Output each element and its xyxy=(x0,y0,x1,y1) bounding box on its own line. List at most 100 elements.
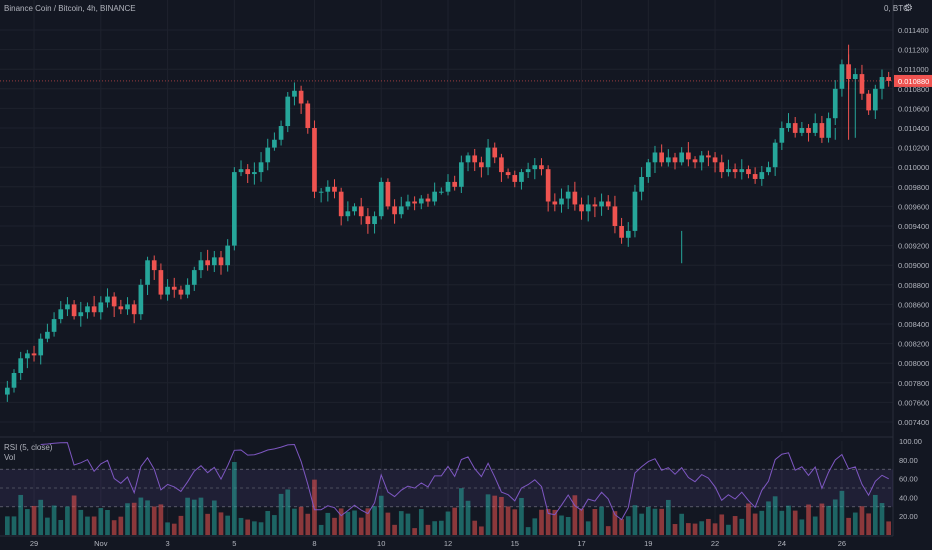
candle-body xyxy=(652,152,658,163)
candle-body xyxy=(38,338,44,356)
price-tick-label: 0.010200 xyxy=(898,144,929,153)
candle-body xyxy=(539,165,544,170)
candle-body xyxy=(418,198,424,204)
rsi-tick-label: 60.00 xyxy=(899,475,918,484)
rsi-line xyxy=(40,442,889,521)
price-tick-label: 0.011200 xyxy=(898,46,929,55)
volume-bar xyxy=(732,516,738,535)
time-tick-label: 29 xyxy=(30,539,38,548)
candle-body xyxy=(398,206,404,215)
candle-body xyxy=(258,162,264,173)
volume-bar xyxy=(45,517,50,535)
candle-body xyxy=(832,88,838,119)
volume-bar xyxy=(692,523,698,535)
candle-body xyxy=(325,186,331,192)
volume-bar xyxy=(198,497,204,535)
volume-bar xyxy=(25,509,30,535)
candle-body xyxy=(712,157,718,163)
candle-body xyxy=(292,90,297,97)
candle-body xyxy=(218,257,224,266)
rsi-band xyxy=(0,468,893,508)
price-tick-label: 0.010000 xyxy=(898,163,929,172)
price-tick-label: 0.007400 xyxy=(898,418,929,427)
candle-body xyxy=(612,206,618,226)
price-tick-label: 0.011000 xyxy=(898,65,929,74)
candle-body xyxy=(459,162,464,187)
candle-body xyxy=(71,304,77,317)
price-tick-label: 0.007600 xyxy=(898,398,929,407)
candle-body xyxy=(752,174,758,179)
candle-body xyxy=(732,169,738,173)
volume-bar xyxy=(712,523,718,535)
time-tick-label: 12 xyxy=(444,539,452,548)
candle-body xyxy=(205,260,210,266)
candle-body xyxy=(806,128,811,133)
time-tick-label: 5 xyxy=(232,539,236,548)
volume-bar xyxy=(672,524,678,535)
volume-bar xyxy=(505,506,511,535)
volume-bar xyxy=(85,516,90,535)
candle-body xyxy=(392,206,397,215)
candle-body xyxy=(505,172,511,176)
rsi-line-path xyxy=(40,442,889,521)
price-tick-label: 0.008200 xyxy=(898,340,929,349)
volume-bar xyxy=(31,505,37,535)
candle-body xyxy=(225,245,231,266)
volume-bar xyxy=(205,513,210,535)
volume-bar xyxy=(211,500,217,535)
volume-bar xyxy=(792,510,798,535)
volume-bar xyxy=(65,506,70,535)
volume-bar xyxy=(632,505,638,535)
volume-bar xyxy=(806,504,811,535)
volume-bar xyxy=(585,521,591,535)
volume-bar xyxy=(706,518,711,535)
price-axis: 0.011400 0.011200 0.011000 0.010800 0.010600… xyxy=(898,26,929,427)
volume-bar xyxy=(832,499,838,535)
volume-bar xyxy=(545,508,551,535)
candle-body xyxy=(826,118,831,138)
volume-bar xyxy=(579,508,584,535)
candle-body xyxy=(719,162,725,173)
candle-body xyxy=(78,312,84,317)
volume-bar xyxy=(385,512,391,535)
candle-body xyxy=(252,172,257,175)
volume-bar xyxy=(18,494,24,535)
candle-body xyxy=(332,186,337,192)
volume-bar xyxy=(125,503,130,535)
candle-body xyxy=(766,167,771,173)
time-tick-label: 24 xyxy=(778,539,786,548)
candle-body xyxy=(759,172,765,179)
candle-body xyxy=(191,270,197,285)
candle-body xyxy=(746,169,751,175)
settings-gear-icon[interactable]: ⚙ xyxy=(904,3,913,14)
volume-bar xyxy=(418,509,424,535)
candle-body xyxy=(232,172,237,246)
candle-body xyxy=(365,216,371,225)
volume-bar xyxy=(779,510,785,535)
volume-bar xyxy=(872,494,878,535)
volume-bar xyxy=(305,513,311,535)
candle-body xyxy=(105,296,110,303)
volume-bar xyxy=(665,499,671,535)
candle-body xyxy=(552,201,558,205)
volume-bar xyxy=(485,494,491,535)
candle-body xyxy=(572,191,578,205)
volume-bar xyxy=(846,517,851,535)
candle-body xyxy=(372,216,377,225)
candle-body xyxy=(412,201,417,204)
volume-bar xyxy=(345,511,351,535)
price-tick-label: 0.008600 xyxy=(898,300,929,309)
volume-bar xyxy=(245,519,251,535)
candlestick-series xyxy=(5,44,891,402)
candle-body xyxy=(312,128,317,192)
volume-bar xyxy=(225,515,231,535)
candle-body xyxy=(111,296,117,307)
time-tick-label: 10 xyxy=(377,539,385,548)
candle-body xyxy=(792,123,798,133)
candle-body xyxy=(65,304,70,310)
volume-bar xyxy=(432,521,437,535)
time-tick-label: 26 xyxy=(838,539,846,548)
candle-body xyxy=(338,191,344,217)
volume-bar xyxy=(71,495,77,535)
